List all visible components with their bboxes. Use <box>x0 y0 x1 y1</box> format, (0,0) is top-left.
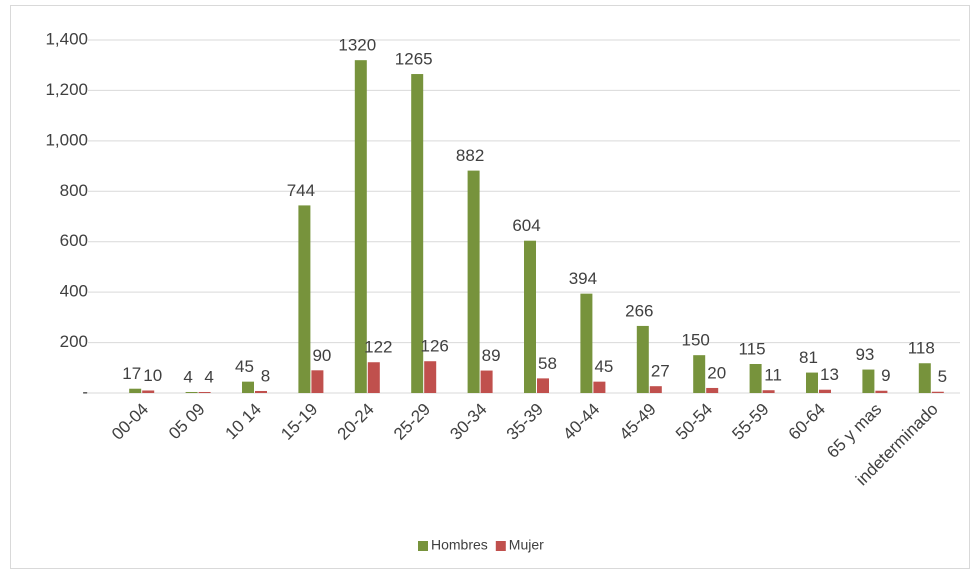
y-tick-label: 400 <box>60 282 88 301</box>
data-label: 394 <box>569 269 597 288</box>
y-tick-label: 200 <box>60 332 88 351</box>
data-label: 882 <box>456 146 484 165</box>
data-label: 11 <box>764 366 782 385</box>
bar <box>862 369 875 393</box>
bar <box>354 60 367 394</box>
bar <box>467 170 480 393</box>
data-label: 1320 <box>338 36 376 55</box>
data-label: 115 <box>739 339 766 358</box>
bar <box>242 381 254 393</box>
bar <box>636 325 649 393</box>
bar <box>537 378 549 393</box>
y-tick-label: 1,000 <box>45 130 88 149</box>
data-label: 604 <box>512 216 540 235</box>
data-label: 1265 <box>395 50 433 69</box>
data-label: 9 <box>881 366 890 385</box>
data-label: 126 <box>421 337 449 356</box>
bar <box>185 391 198 393</box>
data-label: 81 <box>799 348 818 367</box>
bar <box>198 391 211 393</box>
bar <box>649 386 662 393</box>
bar <box>806 372 818 393</box>
data-label: 5 <box>938 367 947 386</box>
bar <box>762 390 775 393</box>
legend-swatch <box>495 541 506 551</box>
bar <box>255 390 267 393</box>
data-label: 45 <box>235 357 254 376</box>
bar <box>875 390 888 393</box>
bar <box>580 293 593 393</box>
bar <box>524 240 536 393</box>
data-label: 20 <box>707 363 726 382</box>
bar <box>298 205 311 393</box>
bar <box>311 370 324 393</box>
bar <box>706 387 719 393</box>
data-label: 4 <box>204 367 213 386</box>
data-label: 8 <box>261 366 270 385</box>
data-label: 122 <box>364 338 392 357</box>
bar <box>424 361 437 393</box>
data-label: 89 <box>482 346 501 365</box>
bar <box>693 355 706 393</box>
bar <box>931 391 944 393</box>
bar <box>129 388 142 393</box>
y-tick-label: 1,400 <box>45 29 88 48</box>
data-label: 266 <box>625 301 653 320</box>
bar <box>593 381 606 393</box>
data-label: 90 <box>312 346 331 365</box>
bar <box>480 370 493 393</box>
data-label: 27 <box>651 362 670 381</box>
bar <box>749 364 762 393</box>
data-label: 10 <box>143 366 162 385</box>
data-label: 58 <box>538 354 557 373</box>
data-label: 4 <box>183 367 192 386</box>
data-label: 13 <box>820 365 839 384</box>
y-tick-label: 600 <box>60 231 88 250</box>
data-label: 17 <box>122 364 141 383</box>
y-tick-label: 800 <box>60 181 88 200</box>
y-tick-label: 1,200 <box>45 80 88 99</box>
bar <box>142 390 155 393</box>
data-label: 118 <box>908 339 935 358</box>
chart-border <box>10 5 970 569</box>
bar <box>411 74 424 394</box>
data-label: 45 <box>594 357 613 376</box>
legend-label: Hombres <box>431 537 488 553</box>
bar <box>918 363 931 393</box>
bar <box>819 389 831 393</box>
data-label: 93 <box>855 345 874 364</box>
legend-label: Mujer <box>509 537 544 553</box>
bar <box>367 362 380 393</box>
y-tick-label: - <box>82 382 88 401</box>
data-label: 744 <box>287 181 315 200</box>
legend-swatch <box>418 541 428 551</box>
data-label: 150 <box>682 331 710 350</box>
